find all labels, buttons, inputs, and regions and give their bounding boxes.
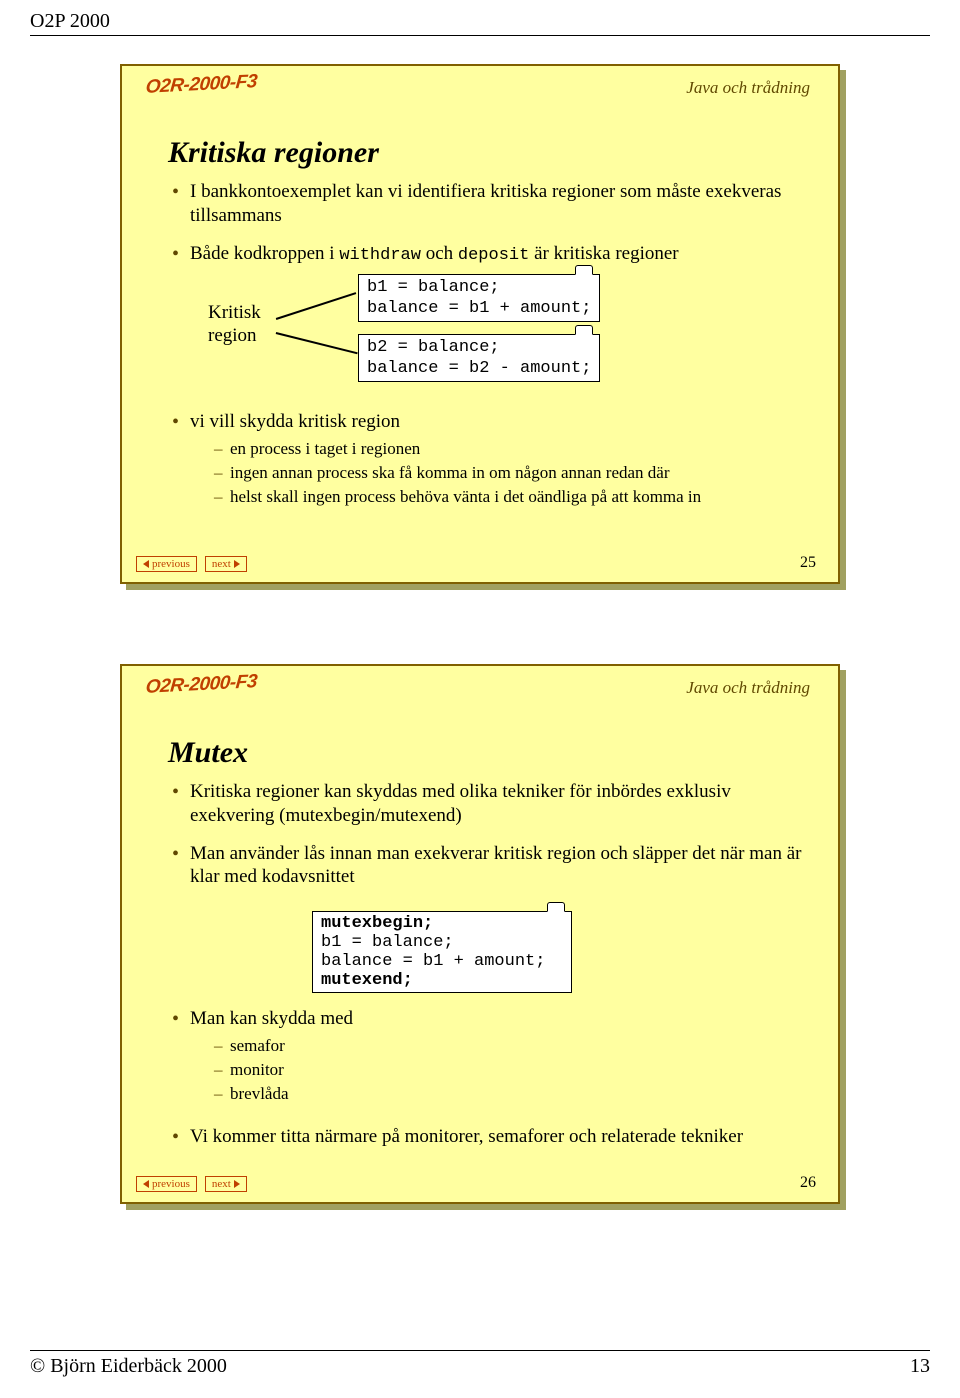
code-line: balance = b1 + amount; [367,298,591,319]
bullet: Både kodkroppen i withdraw och deposit ä… [172,242,806,392]
bullet-text: är kritiska regioner [529,243,678,264]
text: semafor [230,1036,285,1055]
previous-button[interactable]: previous [136,1176,197,1192]
nav-label: next [212,1178,231,1190]
bullet: Kritiska regioner kan skyddas med olika … [172,780,806,828]
connector-line [276,292,356,319]
triangle-left-icon [143,1180,149,1188]
slide-title: Kritiska regioner [168,136,810,170]
bullet-text: Man använder lås innan man exekverar kri… [190,843,801,888]
text: helst skall ingen process behöva vänta i… [230,487,701,506]
slide-number: 25 [800,554,816,572]
region-diagram: Kritisk region b1 = balance; balance = b… [208,272,806,392]
inline-code: withdraw [339,246,421,265]
bullet-text: Både kodkroppen i [190,243,339,264]
text: Kritisk [208,302,261,323]
code-box: b2 = balance; balance = b2 - amount; [358,334,600,383]
bullet: Man kan skydda med semafor monitor brevl… [172,1007,806,1105]
triangle-right-icon [234,560,240,568]
code-line: balance = b2 - amount; [367,358,591,379]
bullet: Vi kommer titta närmare på monitorer, se… [172,1125,806,1149]
bullet: Man använder lås innan man exekverar kri… [172,842,806,890]
slide-kritiska-regioner: O2R-2000-F3 Java och trådning Kritiska r… [120,64,840,584]
text: monitor [230,1060,284,1079]
sub-bullet: helst skall ingen process behöva vänta i… [214,486,806,507]
code-line: mutexend; [321,971,563,990]
footer-copyright: © Björn Eiderbäck 2000 [30,1355,227,1378]
code-line: b1 = balance; [321,933,563,952]
sub-bullet: monitor [214,1059,806,1080]
triangle-left-icon [143,560,149,568]
slide-course: Java och trådning [686,78,810,98]
bullet: I bankkontoexemplet kan vi identifiera k… [172,180,806,228]
next-button[interactable]: next [205,556,247,572]
codebox-tab-icon [575,325,593,335]
page-header: O2P 2000 [30,10,930,36]
code-line: balance = b1 + amount; [321,952,563,971]
sub-bullet: semafor [214,1035,806,1056]
slide-course: Java och trådning [686,678,810,698]
triangle-right-icon [234,1180,240,1188]
bullet-text: vi vill skydda kritisk region [190,411,400,432]
bullet-text: I bankkontoexemplet kan vi identifiera k… [190,181,781,226]
slide-title: Mutex [168,736,810,770]
text: ingen annan process ska få komma in om n… [230,463,670,482]
connector-line [276,332,358,354]
text: en process i taget i regionen [230,439,420,458]
slide-logo: O2R-2000-F3 [145,71,258,99]
bullet-text: Kritiska regioner kan skyddas med olika … [190,781,731,826]
bullet-text: Vi kommer titta närmare på monitorer, se… [190,1126,743,1147]
bullet: vi vill skydda kritisk region en process… [172,410,806,508]
code-box: b1 = balance; balance = b1 + amount; [358,274,600,323]
slide-logo: O2R-2000-F3 [145,671,258,699]
slide-mutex: O2R-2000-F3 Java och trådning Mutex Krit… [120,664,840,1204]
code-box: mutexbegin; b1 = balance; balance = b1 +… [312,911,572,993]
footer-page-number: 13 [910,1355,930,1378]
inline-code: deposit [458,246,529,265]
nav-label: previous [152,1178,190,1190]
codebox-tab-icon [547,902,565,912]
page-footer: © Björn Eiderbäck 2000 13 [30,1350,930,1378]
sub-bullet: brevlåda [214,1083,806,1104]
code-line: b2 = balance; [367,337,591,358]
region-label: Kritisk region [208,302,261,348]
text: region [208,325,257,346]
nav-label: previous [152,558,190,570]
nav-label: next [212,558,231,570]
code-line: b1 = balance; [367,277,591,298]
slide-number: 26 [800,1174,816,1192]
code-line: mutexbegin; [321,914,563,933]
sub-bullet: ingen annan process ska få komma in om n… [214,462,806,483]
next-button[interactable]: next [205,1176,247,1192]
sub-bullet: en process i taget i regionen [214,438,806,459]
previous-button[interactable]: previous [136,556,197,572]
text: brevlåda [230,1084,289,1103]
codebox-tab-icon [575,265,593,275]
bullet-text: Man kan skydda med [190,1008,353,1029]
bullet-text: och [421,243,458,264]
